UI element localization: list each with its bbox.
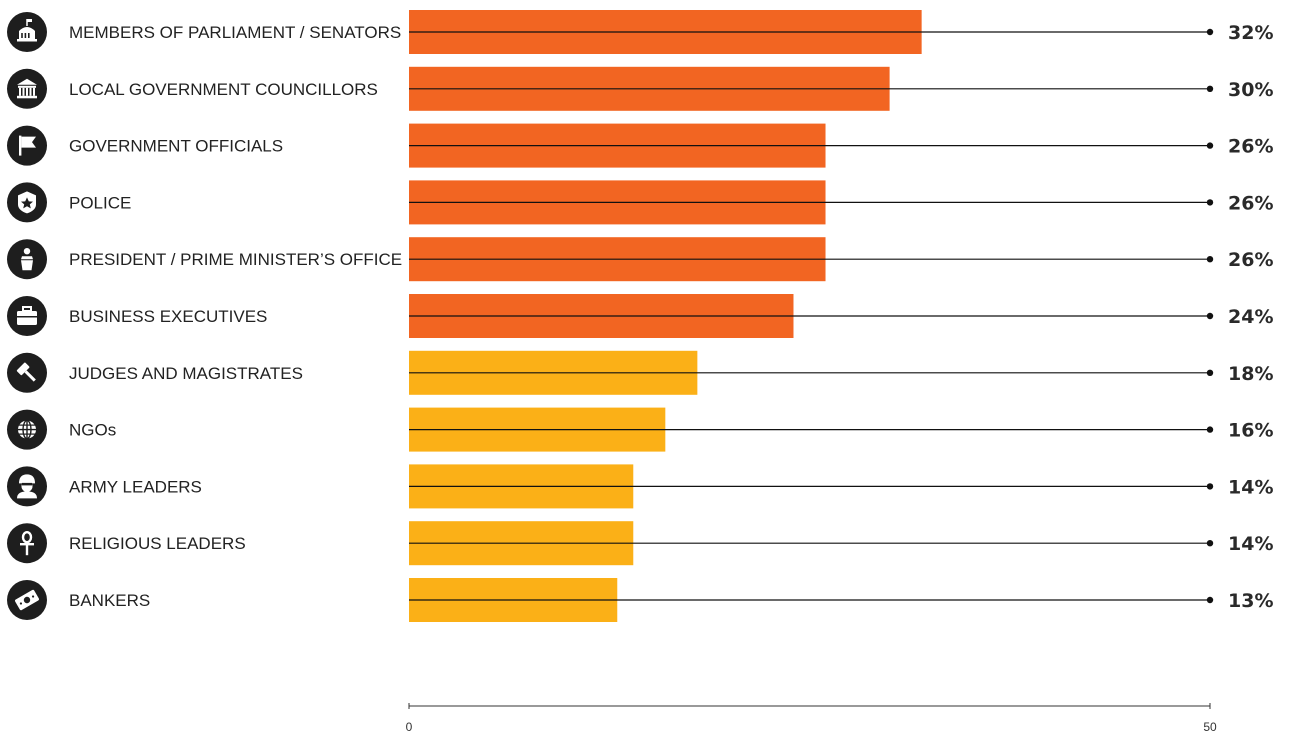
value-label: 13% [1228, 590, 1273, 612]
leader-dot [1206, 256, 1214, 263]
category-label: NGOs [69, 421, 116, 440]
bar-row: JUDGES AND MAGISTRATES 18% [7, 350, 1273, 395]
leader-dot [1206, 540, 1214, 547]
bar-row: NGOs 16% [7, 407, 1273, 452]
category-label: ARMY LEADERS [69, 477, 202, 496]
value-label: 30% [1228, 79, 1273, 101]
leader-dot [1206, 85, 1214, 93]
bar-row: GOVERNMENT OFFICIALS 26% [7, 123, 1273, 168]
x-tick-label: 0 [406, 720, 413, 733]
value-label: 18% [1228, 363, 1273, 385]
x-tick-label: 50 [1203, 720, 1217, 733]
bar-row: LOCAL GOVERNMENT COUNCILLORS 30% [7, 66, 1273, 111]
leader-dot [1206, 312, 1214, 320]
gavel-icon [7, 352, 47, 393]
banknote-icon [7, 580, 47, 620]
flag-icon [7, 125, 47, 166]
category-label: LOCAL GOVERNMENT COUNCILLORS [69, 80, 378, 99]
category-label: PRESIDENT / PRIME MINISTER’S OFFICE [69, 250, 402, 269]
value-label: 26% [1228, 136, 1273, 158]
value-label: 14% [1228, 476, 1273, 498]
parliament-icon [7, 12, 47, 52]
bar-row: PRESIDENT / PRIME MINISTER’S OFFICE 26% [7, 237, 1273, 282]
leader-dot [1206, 199, 1214, 206]
x-axis: 0 50 [406, 703, 1217, 733]
bar-row: ARMY LEADERS 14% [7, 464, 1273, 509]
value-label: 32% [1228, 22, 1273, 44]
value-label: 14% [1228, 533, 1273, 555]
leader-dot [1206, 596, 1214, 604]
bar-row: POLICE 26% [7, 180, 1273, 225]
leader-dot [1206, 483, 1214, 490]
category-label: BANKERS [69, 591, 150, 610]
category-label: MEMBERS OF PARLIAMENT / SENATORS [69, 23, 401, 42]
value-label: 16% [1228, 420, 1273, 442]
chart-rows: MEMBERS OF PARLIAMENT / SENATORS 32% LOCAL… [7, 10, 1273, 622]
bar-row: BANKERS 13% [7, 578, 1273, 622]
globe-icon [7, 409, 47, 450]
bar-row: BUSINESS EXECUTIVES 24% [7, 294, 1273, 338]
leader-dot [1206, 142, 1214, 149]
value-label: 26% [1228, 192, 1273, 214]
soldier-icon [7, 466, 47, 507]
value-label: 26% [1228, 249, 1273, 271]
category-label: RELIGIOUS LEADERS [69, 534, 246, 553]
briefcase-icon [7, 296, 47, 336]
category-label: GOVERNMENT OFFICIALS [69, 137, 283, 156]
leader-dot [1206, 369, 1214, 376]
police-badge-icon [7, 182, 47, 223]
bar-row: RELIGIOUS LEADERS 14% [7, 521, 1273, 566]
category-label: POLICE [69, 193, 131, 212]
category-label: BUSINESS EXECUTIVES [69, 307, 267, 326]
town-hall-icon [7, 68, 47, 109]
leader-dot [1206, 426, 1214, 433]
podium-icon [7, 239, 47, 280]
category-label: JUDGES AND MAGISTRATES [69, 364, 303, 383]
bar-row: MEMBERS OF PARLIAMENT / SENATORS 32% [7, 10, 1273, 54]
leader-dot [1206, 28, 1214, 36]
value-label: 24% [1228, 306, 1273, 328]
ankh-icon [7, 523, 47, 564]
